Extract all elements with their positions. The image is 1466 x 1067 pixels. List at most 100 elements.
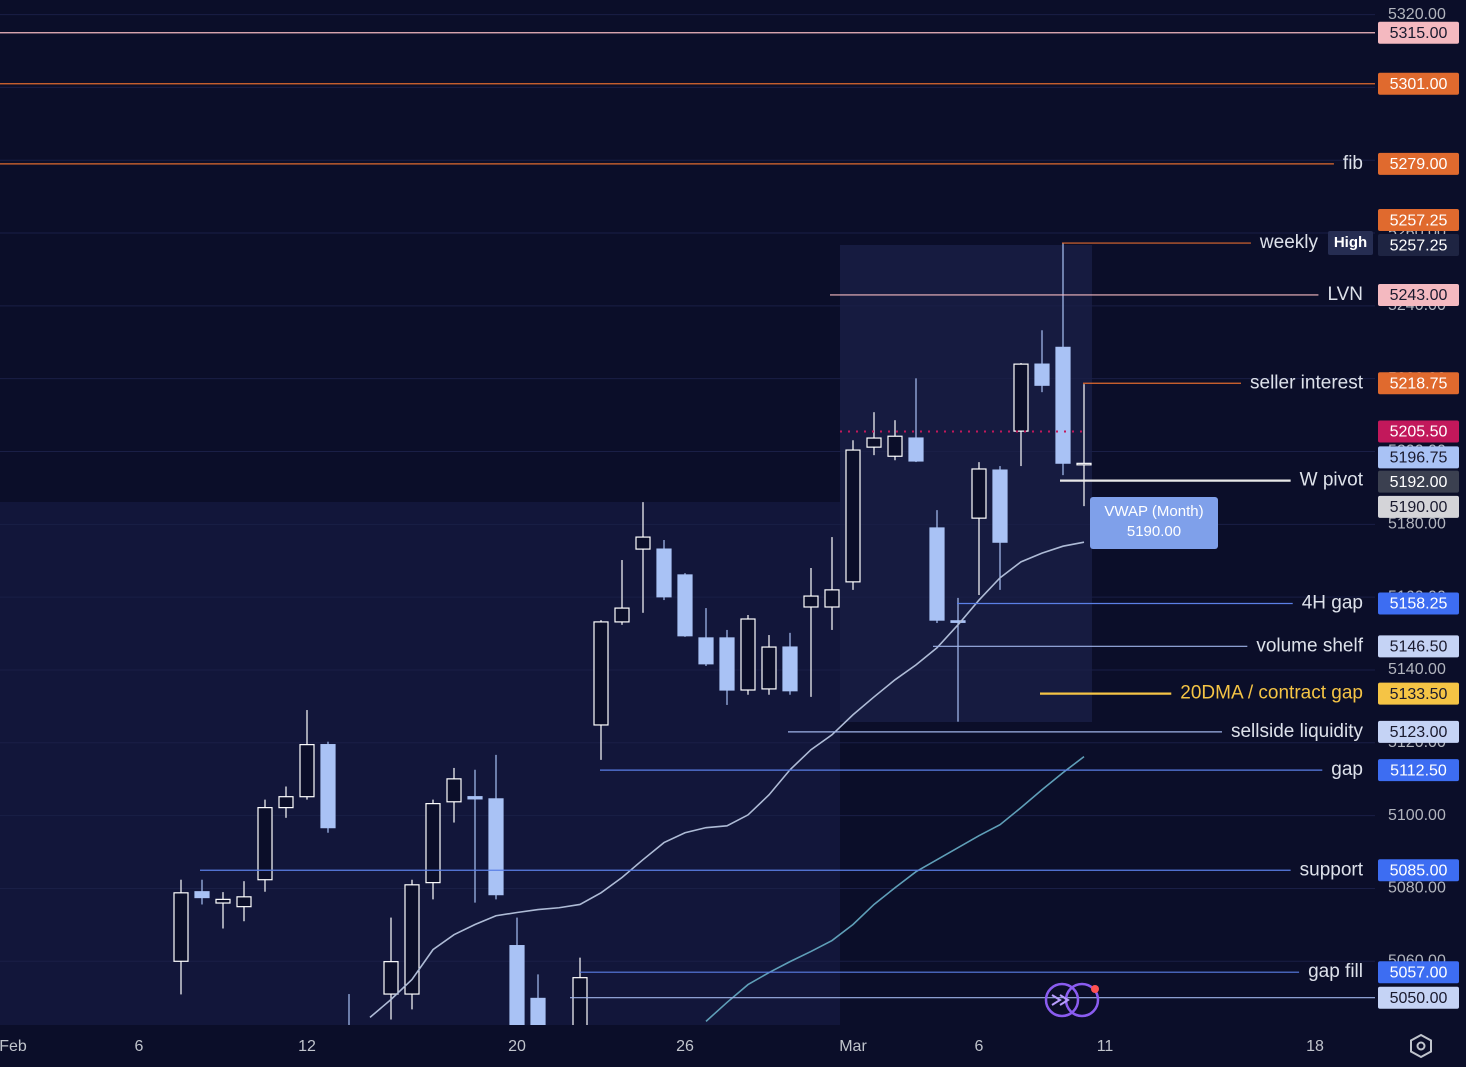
candle-body — [488, 798, 504, 896]
level-label: 4H gap — [1302, 593, 1363, 614]
candle-body — [677, 574, 693, 637]
price-tag — [1378, 682, 1459, 705]
price-tag-label: 5123.00 — [1390, 724, 1448, 741]
candle-body — [698, 637, 714, 665]
candle-body — [635, 536, 651, 550]
replay-icon[interactable] — [1044, 982, 1100, 1018]
candle-body — [845, 449, 861, 583]
candle-body — [593, 621, 609, 726]
candle-body — [614, 607, 630, 623]
candle-body — [257, 807, 273, 881]
candle-body — [320, 744, 336, 829]
y-tick-label: 5140.00 — [1388, 661, 1446, 678]
price-tag — [1378, 470, 1459, 493]
price-tag-label: 5192.00 — [1390, 474, 1448, 491]
price-tag — [1378, 720, 1459, 743]
candle-body — [950, 620, 966, 623]
price-tag-label: 5301.00 — [1390, 76, 1448, 93]
price-tag — [1378, 72, 1459, 95]
candle-body — [803, 595, 819, 608]
price-tag-label: 5218.75 — [1390, 375, 1448, 392]
price-tag — [1378, 592, 1459, 615]
candle-body — [530, 997, 546, 1025]
price-tag — [1378, 420, 1459, 443]
price-tag — [1378, 234, 1459, 257]
candle-body — [425, 803, 441, 884]
price-tag — [1378, 759, 1459, 782]
x-tick-label: 6 — [975, 1038, 984, 1055]
levels: fib High weekly LVN seller interest W pivot 4H… — [0, 32, 1375, 999]
candle-body — [824, 589, 840, 608]
candle-body — [572, 977, 588, 1025]
candle-body — [1076, 462, 1092, 466]
candle-body — [173, 892, 189, 962]
settings-icon[interactable] — [1410, 1033, 1432, 1059]
price-tag — [1378, 209, 1459, 232]
price-tag — [1378, 635, 1459, 658]
candle-body — [992, 469, 1008, 543]
candle-body — [299, 744, 315, 798]
candle-body — [278, 796, 294, 809]
level-label: LVN — [1327, 284, 1363, 305]
price-tag-label: 5205.50 — [1390, 424, 1448, 441]
candle-body — [467, 796, 483, 800]
level-label: sellside liquidity — [1231, 721, 1364, 742]
price-tag — [1378, 283, 1459, 306]
level-label: seller interest — [1250, 372, 1364, 393]
price-tag-label: 5158.25 — [1390, 596, 1448, 613]
x-tick-label: 12 — [298, 1038, 316, 1055]
price-tag-label: 5050.00 — [1390, 990, 1448, 1007]
candle-body — [908, 437, 924, 462]
x-tick-label: Mar — [839, 1038, 867, 1055]
candle-body — [1055, 346, 1071, 464]
level-label: gap fill — [1308, 961, 1363, 982]
y-tick-label: 5320.00 — [1388, 6, 1446, 23]
y-tick-label: 5080.00 — [1388, 880, 1446, 897]
candle-body — [761, 646, 777, 690]
candle-body — [719, 637, 735, 691]
level-badge: High — [1334, 234, 1367, 251]
icon-arrows — [1051, 994, 1070, 1006]
price-tag-label: 5279.00 — [1390, 156, 1448, 173]
price-tag-label: 5146.50 — [1390, 639, 1448, 656]
price-tag — [1378, 21, 1459, 44]
candle-body — [1013, 363, 1029, 432]
candle-body — [971, 468, 987, 519]
level-label: fib — [1343, 153, 1363, 174]
icon-ring — [1044, 982, 1080, 1018]
price-tag — [1378, 961, 1459, 984]
candle-body — [740, 618, 756, 691]
price-tag-label: 5196.75 — [1390, 450, 1448, 467]
x-tick-label: Feb — [0, 1038, 27, 1055]
level-badge-box — [1328, 231, 1373, 256]
candle-body — [215, 898, 231, 904]
price-tag — [1378, 446, 1459, 469]
candle-body — [887, 435, 903, 457]
settings-center — [1416, 1041, 1426, 1051]
level-label: gap — [1331, 759, 1363, 780]
candle-body — [782, 646, 798, 692]
price-tag-label: 5257.25 — [1390, 212, 1448, 229]
settings-hexagon — [1410, 1033, 1432, 1059]
candle-body — [866, 437, 882, 448]
price-tags: 5315.00 5301.00 5279.00 5257.25 5257.25 5243.… — [1378, 21, 1459, 1009]
candle-body — [446, 778, 462, 803]
vwap-value: 5190.00 — [1127, 523, 1181, 540]
price-tag — [1378, 495, 1459, 518]
price-tag — [1378, 372, 1459, 395]
session-box — [840, 245, 1092, 722]
moving-average — [369, 541, 1085, 1018]
candle-body — [236, 896, 252, 908]
price-tag-label: 5085.00 — [1390, 862, 1448, 879]
level-label: support — [1300, 859, 1364, 880]
price-tag — [1378, 152, 1459, 175]
candle-body — [383, 961, 399, 995]
candle-body — [656, 548, 672, 598]
level-label: 20DMA / contract gap — [1180, 683, 1363, 704]
icon-dot — [1091, 985, 1099, 993]
range-box — [0, 502, 840, 1025]
price-tag-label: 5057.00 — [1390, 964, 1448, 981]
x-tick-label: 18 — [1306, 1038, 1324, 1055]
candle-body — [1034, 363, 1050, 386]
